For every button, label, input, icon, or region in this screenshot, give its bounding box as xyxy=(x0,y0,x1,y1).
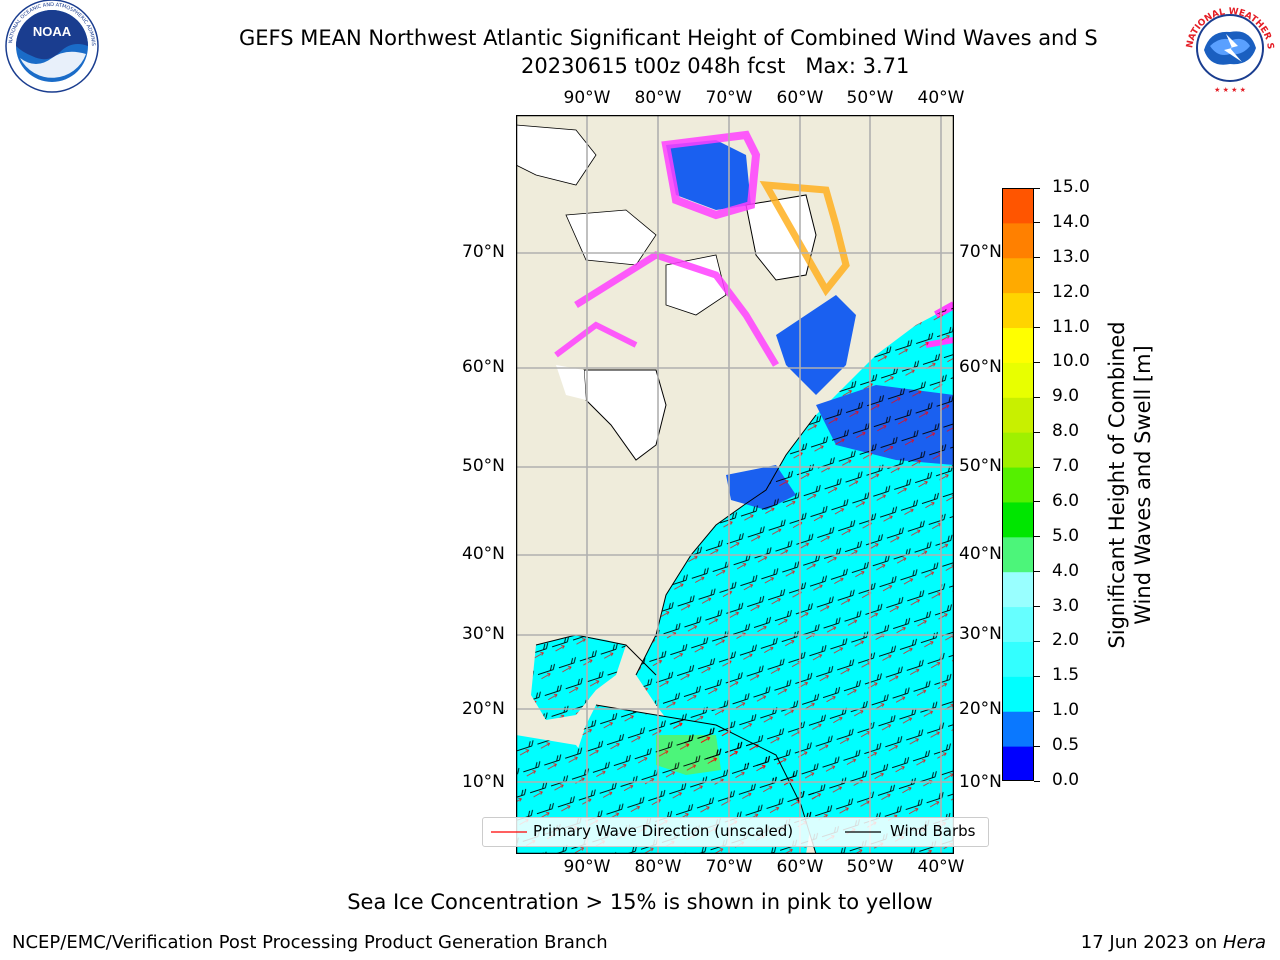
colorbar-segment xyxy=(1002,606,1034,642)
colorbar-tick-label: 1.0 xyxy=(1052,700,1080,721)
lon-label-top: 40°W xyxy=(917,88,965,108)
colorbar-ticks: 15.0 14.0 13.0 12.0 11.0 10.0 9.0 8.0 7.0 6.0 5.0 4… xyxy=(1034,0,1100,960)
lat-label-left: 60°N xyxy=(462,357,505,377)
colorbar-tick-label: 4.0 xyxy=(1052,560,1080,581)
colorbar-tick-label: 5.0 xyxy=(1052,525,1080,546)
lon-label-bottom: 90°W xyxy=(563,857,611,877)
colorbar-tick-label: 2.0 xyxy=(1052,630,1080,651)
map-title: GEFS MEAN Northwest Atlantic Significant… xyxy=(239,26,1098,50)
wave-height-map xyxy=(516,115,954,854)
colorbar-tick-label: 10.0 xyxy=(1052,351,1090,372)
ocean-labrador-sea xyxy=(776,295,856,395)
nws-logo: NATIONAL WEATHER SERVICE ★ ★ ★ ★ xyxy=(1180,0,1276,94)
lon-label-top: 90°W xyxy=(563,88,611,108)
colorbar-tick-label: 0.0 xyxy=(1052,770,1080,790)
colorbar-segment xyxy=(1002,746,1034,781)
colorbar-tick-label: 7.0 xyxy=(1052,456,1080,477)
colorbar-segment xyxy=(1002,397,1034,433)
lat-label-right: 40°N xyxy=(959,544,1002,564)
colorbar-segment xyxy=(1002,641,1034,677)
colorbar-tick-label: 14.0 xyxy=(1052,211,1090,232)
lat-label-right: 70°N xyxy=(959,242,1002,262)
lat-label-left: 40°N xyxy=(462,544,505,564)
lat-label-left: 20°N xyxy=(462,699,505,719)
colorbar-tick-label: 8.0 xyxy=(1052,421,1080,442)
colorbar-segment xyxy=(1002,362,1034,398)
sea-ice-note: Sea Ice Concentration > 15% is shown in … xyxy=(347,890,933,914)
lat-label-right: 30°N xyxy=(959,624,1002,644)
wind-barbs-label: Wind Barbs xyxy=(890,822,976,840)
wave-direction-swatch xyxy=(491,831,527,833)
colorbar-tick-label: 0.5 xyxy=(1052,735,1080,756)
colorbar-segment xyxy=(1002,327,1034,363)
lat-label-left: 30°N xyxy=(462,624,505,644)
colorbar-title: Significant Height of Combined Wind Wave… xyxy=(1105,321,1155,649)
lat-label-left: 50°N xyxy=(462,456,505,476)
colorbar-segment xyxy=(1002,222,1034,259)
svg-text:★ ★ ★ ★: ★ ★ ★ ★ xyxy=(1214,86,1246,94)
colorbar-tick-label: 13.0 xyxy=(1052,246,1090,267)
lon-label-top: 60°W xyxy=(776,88,824,108)
colorbar-tick-label: 12.0 xyxy=(1052,281,1090,302)
colorbar-segment xyxy=(1002,188,1034,224)
lon-label-top: 50°W xyxy=(846,88,894,108)
colorbar-segment xyxy=(1002,676,1034,712)
lat-label-right: 60°N xyxy=(959,357,1002,377)
lon-label-bottom: 50°W xyxy=(846,857,894,877)
colorbar-tick-label: 1.5 xyxy=(1052,665,1080,686)
wind-barbs-swatch xyxy=(845,831,881,833)
wave-direction-label: Primary Wave Direction (unscaled) xyxy=(533,822,794,840)
lat-label-left: 70°N xyxy=(462,242,505,262)
lon-label-bottom: 80°W xyxy=(634,857,682,877)
wind-barbs xyxy=(636,305,954,854)
colorbar-tick-label: 11.0 xyxy=(1052,316,1090,337)
noaa-logo: NOAA NATIONAL OCEANIC AND ATMOSPHERIC AD… xyxy=(2,0,99,93)
greenland xyxy=(745,194,817,281)
colorbar xyxy=(1002,188,1034,781)
colorbar-segment xyxy=(1002,467,1034,503)
lat-label-right: 10°N xyxy=(959,772,1002,792)
colorbar-tick-label: 15.0 xyxy=(1052,177,1090,197)
colorbar-segment xyxy=(1002,536,1034,573)
lon-label-top: 70°W xyxy=(705,88,753,108)
footer-date: 17 Jun 2023 on Hera xyxy=(1080,932,1266,953)
lon-label-bottom: 60°W xyxy=(776,857,824,877)
lon-label-bottom: 70°W xyxy=(705,857,753,877)
colorbar-tick-label: 9.0 xyxy=(1052,386,1080,407)
sea-ice xyxy=(661,130,761,220)
colorbar-segment xyxy=(1002,432,1034,468)
colorbar-segment xyxy=(1002,711,1034,747)
lat-label-right: 20°N xyxy=(959,699,1002,719)
lon-label-bottom: 40°W xyxy=(917,857,965,877)
lat-label-left: 10°N xyxy=(462,772,505,792)
lat-label-right: 50°N xyxy=(959,456,1002,476)
footer-credit: NCEP/EMC/Verification Post Processing Pr… xyxy=(12,932,608,953)
lon-label-top: 80°W xyxy=(634,88,682,108)
colorbar-segment xyxy=(1002,292,1034,329)
svg-text:NOAA: NOAA xyxy=(33,24,72,39)
colorbar-segment xyxy=(1002,501,1034,538)
graticule xyxy=(516,115,954,854)
colorbar-tick-label: 6.0 xyxy=(1052,490,1080,511)
colorbar-segment xyxy=(1002,571,1034,608)
map-legend: Primary Wave Direction (unscaled) Wind B… xyxy=(482,817,989,847)
colorbar-segment xyxy=(1002,257,1034,294)
colorbar-tick-label: 3.0 xyxy=(1052,595,1080,616)
